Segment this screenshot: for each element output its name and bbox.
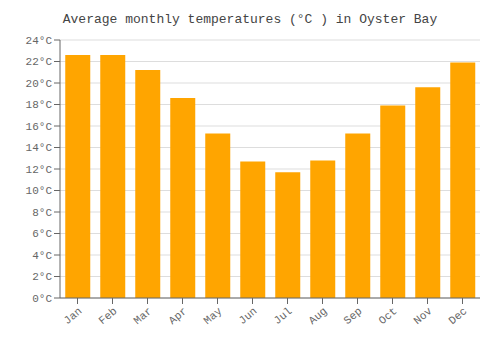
svg-text:12°C: 12°C — [26, 164, 53, 176]
svg-text:16°C: 16°C — [26, 121, 53, 133]
svg-text:Feb: Feb — [97, 305, 120, 327]
svg-text:Sep: Sep — [342, 305, 365, 327]
svg-text:Jan: Jan — [62, 305, 85, 327]
svg-text:6°C: 6°C — [32, 228, 52, 240]
svg-text:Aug: Aug — [307, 305, 330, 327]
svg-text:22°C: 22°C — [26, 56, 53, 68]
svg-text:May: May — [202, 305, 225, 327]
svg-text:20°C: 20°C — [26, 78, 53, 90]
svg-text:Dec: Dec — [447, 305, 470, 327]
svg-text:Nov: Nov — [412, 305, 435, 327]
svg-text:10°C: 10°C — [26, 185, 53, 197]
svg-text:2°C: 2°C — [32, 271, 52, 283]
svg-text:14°C: 14°C — [26, 142, 53, 154]
svg-text:8°C: 8°C — [32, 207, 52, 219]
svg-text:Mar: Mar — [132, 305, 155, 327]
svg-text:24°C: 24°C — [26, 35, 53, 47]
svg-text:18°C: 18°C — [26, 99, 53, 111]
svg-text:Jun: Jun — [237, 305, 260, 327]
svg-text:Jul: Jul — [272, 305, 295, 327]
svg-text:Oct: Oct — [377, 305, 400, 327]
svg-text:4°C: 4°C — [32, 250, 52, 262]
svg-text:0°C: 0°C — [32, 293, 52, 305]
svg-text:Apr: Apr — [167, 305, 190, 327]
html-text:Average monthly temperatures (: Average monthly temperatures (°C ) in Oy… — [62, 12, 438, 27]
